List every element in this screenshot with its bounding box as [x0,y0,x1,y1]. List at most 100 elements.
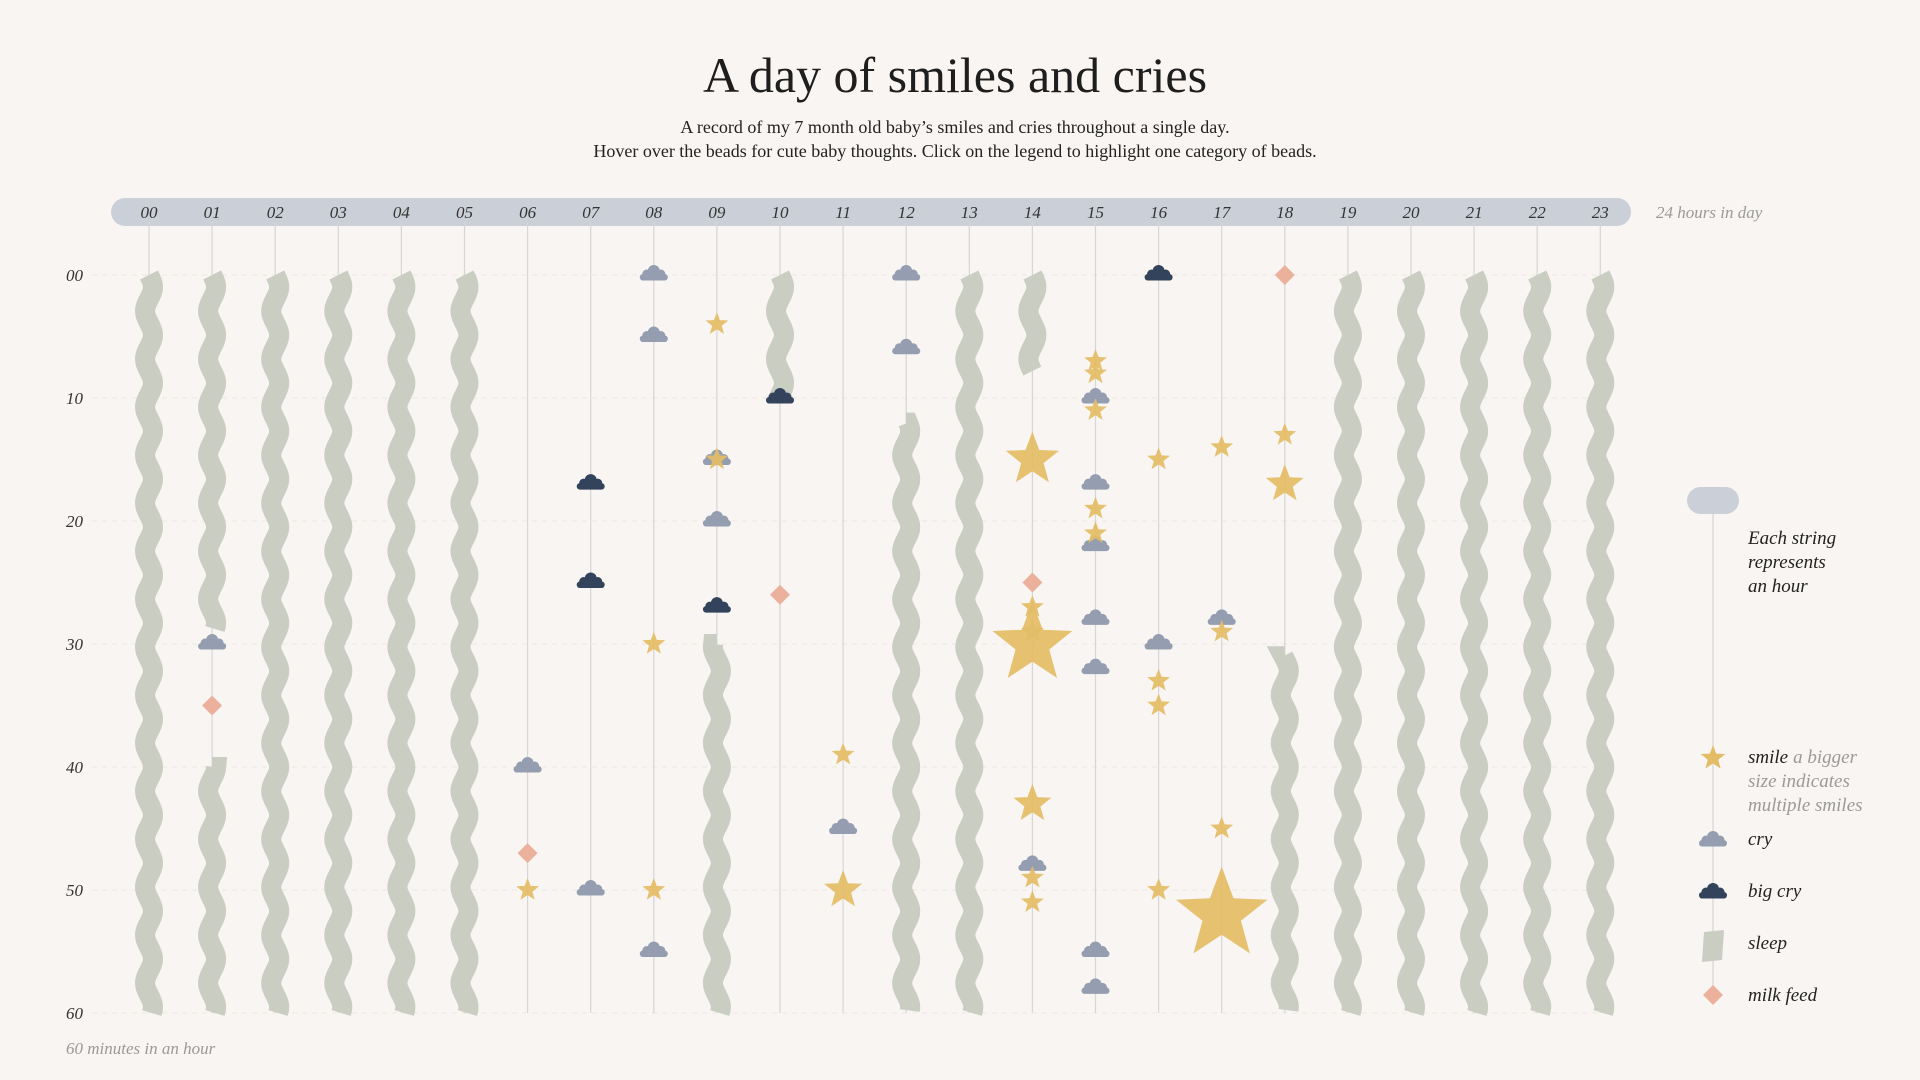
legend-milk-diamond[interactable] [1703,985,1723,1005]
smile-bead[interactable] [1273,422,1297,445]
sleep-segment[interactable] [1018,270,1047,376]
smile-bead[interactable] [824,870,863,907]
milk-feed-bead[interactable] [1022,572,1043,593]
sleep-segment[interactable] [324,270,353,1016]
hour-tick-label: 16 [1150,203,1168,222]
beads[interactable] [198,265,1304,994]
sleep-segment[interactable] [261,270,290,1016]
sleep-segment[interactable] [134,270,164,1016]
milk-feed-bead[interactable] [1274,265,1295,285]
cry-bead[interactable] [639,265,668,281]
smile-bead[interactable] [1005,431,1059,483]
sleep-segment[interactable] [1333,270,1362,1016]
smile-bead[interactable] [992,602,1073,678]
minute-tick-label: 40 [66,758,84,777]
smile-bead[interactable] [1176,866,1268,954]
smile-bead[interactable] [1147,447,1170,470]
smile-bead[interactable] [1013,783,1052,821]
minute-tick-label: 50 [66,881,84,900]
smile-bead[interactable] [1084,361,1107,384]
milk-feed-bead[interactable] [770,584,790,605]
cry-bead[interactable] [198,634,227,650]
legend-big-cry-label[interactable]: big cry [1748,881,1802,902]
hour-tick-label: 02 [267,203,285,222]
smile-bead[interactable] [1147,668,1170,691]
legend-item-smile[interactable]: smile a bigger size indicates multiple sm… [1700,745,1863,816]
smile-bead[interactable] [705,447,729,470]
cloud-icon [1699,831,1727,847]
milk-feed-bead[interactable] [202,695,223,716]
cry-bead[interactable] [1081,609,1110,625]
legend-item-cry[interactable]: cry [1699,829,1773,850]
legend-cry-label[interactable]: cry [1748,829,1773,850]
cry-bead[interactable] [892,338,921,355]
sleep-segment[interactable] [702,634,731,1016]
legend-milk-feed-label[interactable]: milk feed [1748,985,1818,1006]
legend-big-cry-cloud[interactable] [1699,883,1727,899]
sleep-segment[interactable] [955,270,984,1016]
smile-bead[interactable] [642,878,666,900]
diamond-icon [1703,985,1723,1005]
smile-bead[interactable] [642,632,666,654]
cry-bead[interactable] [829,818,858,835]
milk-feed-bead[interactable] [517,843,538,864]
smile-bead[interactable] [1210,435,1234,457]
legend-item-milk-feed[interactable]: milk feed [1703,985,1818,1006]
smile-bead[interactable] [1210,619,1234,642]
cry-bead[interactable] [892,265,921,281]
smile-bead[interactable] [1021,865,1044,888]
sleep-segment[interactable] [1523,270,1552,1016]
hour-tick-label: 18 [1276,203,1294,222]
cry-bead[interactable] [1018,855,1047,871]
smile-bead[interactable] [1265,464,1304,501]
hour-tick-label: 07 [582,203,601,222]
hour-tick-label: 13 [961,203,978,222]
sleep-segment[interactable] [892,412,921,1012]
hour-tick-label: 15 [1087,203,1104,222]
sleep-segment[interactable] [198,757,228,1016]
sleep-segments[interactable] [134,270,1615,1016]
sleep-segment[interactable] [765,270,795,403]
cry-bead[interactable] [1081,978,1110,994]
cry-bead[interactable] [1081,941,1110,958]
sleep-segment[interactable] [1460,270,1489,1016]
sleep-segment[interactable] [1586,270,1615,1016]
sleep-segment[interactable] [198,270,227,632]
smile-bead[interactable] [1084,496,1107,519]
legend-sleep-label[interactable]: sleep [1748,933,1787,954]
legend-item-sleep[interactable]: sleep [1702,930,1787,962]
big-cry-bead[interactable] [766,388,794,404]
big-cry-bead[interactable] [702,597,731,613]
legend-smile-label[interactable]: smile a bigger [1748,747,1858,768]
smile-bead[interactable] [1210,816,1234,839]
smile-bead[interactable] [1084,521,1107,543]
cry-bead[interactable] [1081,474,1110,490]
sleep-segment[interactable] [1396,270,1426,1016]
cry-bead[interactable] [576,880,605,896]
big-cry-bead[interactable] [576,572,605,589]
legend-item-big-cry[interactable]: big cry [1699,881,1802,902]
cry-bead[interactable] [639,326,668,343]
cry-bead[interactable] [702,511,731,527]
cry-bead[interactable] [513,757,542,773]
sleep-segment[interactable] [387,270,416,1016]
smile-bead[interactable] [831,742,855,765]
smile-bead[interactable] [516,878,539,900]
hours-axis-note: 24 hours in day [1656,203,1763,222]
smile-bead[interactable] [1084,398,1107,420]
big-cry-bead[interactable] [576,474,605,490]
smile-bead[interactable] [1147,693,1170,716]
legend-cry-cloud[interactable] [1699,831,1727,847]
smile-bead[interactable] [1084,349,1107,371]
cry-bead[interactable] [1081,658,1110,675]
big-cry-bead[interactable] [1144,265,1173,281]
cry-bead[interactable] [1144,634,1173,650]
sleep-segment[interactable] [450,270,479,1016]
smile-bead[interactable] [705,312,729,334]
cry-bead[interactable] [1207,609,1236,625]
sleep-segment[interactable] [1266,646,1299,1012]
cry-bead[interactable] [639,941,668,958]
smile-bead[interactable] [1021,890,1044,912]
smile-bead[interactable] [1147,878,1170,900]
hour-tick-label: 11 [835,203,851,222]
